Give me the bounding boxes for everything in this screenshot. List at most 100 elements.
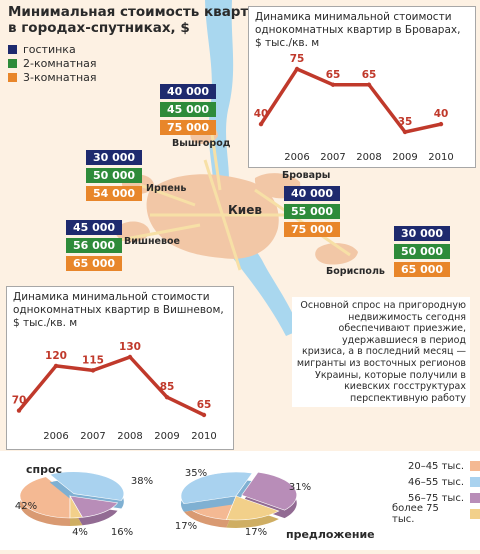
supply-pie-title: предложение bbox=[286, 528, 375, 541]
price-2room: 45 000 bbox=[160, 102, 216, 117]
legend-swatch bbox=[470, 493, 480, 503]
price-studio: 40 000 bbox=[160, 84, 216, 99]
x-tick-label: 2010 bbox=[191, 431, 216, 442]
data-label: 115 bbox=[82, 354, 104, 366]
price-range-legend: 20–45 тыс. 46–55 тыс. 56–75 тыс. более 7… bbox=[392, 458, 480, 525]
x-tick-label: 2009 bbox=[154, 431, 179, 442]
data-label: 130 bbox=[119, 341, 141, 353]
series-line bbox=[17, 355, 205, 417]
data-point bbox=[201, 412, 207, 418]
legend-swatch bbox=[470, 477, 480, 487]
data-label: 40 bbox=[434, 108, 449, 120]
x-tick-label: 2008 bbox=[117, 431, 142, 442]
legend-item: 20–45 тыс. bbox=[392, 458, 480, 474]
pie-charts: 42% 38% 16% 4% 17% 35% 31% 17% bbox=[15, 468, 311, 538]
legend-swatch bbox=[8, 44, 17, 54]
city-label-irpin: Ирпень bbox=[146, 183, 187, 194]
data-point bbox=[258, 121, 264, 127]
legend-item-3room: 3-комнатная bbox=[8, 70, 97, 84]
x-tick-label: 2009 bbox=[392, 152, 417, 163]
x-tick-label: 2010 bbox=[428, 152, 453, 163]
data-label: 65 bbox=[326, 69, 341, 81]
x-tick-label: 2006 bbox=[284, 152, 309, 163]
pie-slice bbox=[241, 471, 298, 511]
legend-item: 56–75 тыс. bbox=[392, 490, 480, 506]
apartment-type-legend: гостинка 2-комнатная 3-комнатная bbox=[8, 42, 97, 84]
data-label: 35 bbox=[398, 116, 413, 128]
vyshneve-chart-panel: 70 120 115 130 85 65 2006 2007 2008 2009 2010 Дина… bbox=[6, 286, 234, 450]
legend-swatch bbox=[470, 461, 480, 471]
data-point bbox=[294, 66, 300, 72]
price-3room: 65 000 bbox=[66, 256, 122, 271]
pie-slice bbox=[69, 494, 83, 519]
legend-label: 20–45 тыс. bbox=[407, 460, 464, 472]
data-point bbox=[127, 354, 133, 360]
price-3room: 65 000 bbox=[394, 262, 450, 277]
price-studio: 30 000 bbox=[394, 226, 450, 241]
price-box-boryspil: 30 000 50 000 65 000 bbox=[394, 226, 450, 280]
price-studio: 45 000 bbox=[66, 220, 122, 235]
city-label-vyshhorod: Вышгород bbox=[172, 138, 231, 149]
legend-label: 46–55 тыс. bbox=[407, 476, 464, 488]
city-label-boryspil: Борисполь bbox=[326, 266, 385, 277]
price-2room: 56 000 bbox=[66, 238, 122, 253]
price-studio: 40 000 bbox=[284, 186, 340, 201]
demand-note: Основной спрос на пригородную недвижимос… bbox=[292, 297, 470, 408]
pie-section: 42% 38% 16% 4% 17% 35% 31% 17% bbox=[0, 451, 480, 550]
demand-pie-title: спрос bbox=[26, 463, 63, 476]
pie-percent-label: 31% bbox=[289, 482, 311, 493]
x-tick-label: 2008 bbox=[356, 152, 381, 163]
legend-label: гостинка bbox=[23, 42, 76, 56]
price-2room: 50 000 bbox=[394, 244, 450, 259]
series-line bbox=[259, 67, 442, 134]
brovary-chart-panel: 40 75 65 65 35 40 2006 2007 2008 2009 2010 Динамик… bbox=[248, 6, 476, 168]
brovary-line-chart: 40 75 65 65 35 40 2006 2007 2008 2009 2010 bbox=[254, 53, 454, 163]
data-point bbox=[330, 82, 336, 87]
price-box-vyshneve: 45 000 56 000 65 000 bbox=[66, 220, 122, 274]
data-label: 65 bbox=[197, 399, 212, 411]
city-label-brovary: Бровары bbox=[282, 170, 331, 181]
price-studio: 30 000 bbox=[86, 150, 142, 165]
price-3room: 54 000 bbox=[86, 186, 142, 201]
brovary-chart-title: Динамика минимальной стоимости однокомна… bbox=[255, 11, 461, 49]
dnipro-river bbox=[205, 0, 300, 336]
price-box-irpin: 30 000 50 000 54 000 bbox=[86, 150, 142, 204]
pie-percent-label: 17% bbox=[245, 527, 267, 538]
page-title: Минимальная стоимость квартир в городах-… bbox=[8, 4, 268, 36]
pie-slice bbox=[226, 495, 280, 521]
legend-swatch bbox=[470, 509, 480, 519]
legend-item: более 75 тыс. bbox=[392, 503, 480, 525]
data-point bbox=[438, 121, 444, 127]
x-tick-label: 2006 bbox=[43, 431, 68, 442]
price-3room: 75 000 bbox=[160, 120, 216, 135]
legend-label: 3-комнатная bbox=[23, 70, 97, 84]
data-point bbox=[402, 129, 408, 135]
data-point bbox=[53, 363, 59, 369]
data-point bbox=[164, 394, 170, 400]
legend-item: 46–55 тыс. bbox=[392, 474, 480, 490]
pie-slice bbox=[69, 495, 119, 518]
x-tick-label: 2007 bbox=[320, 152, 345, 163]
pie-percent-label: 35% bbox=[185, 468, 207, 479]
pie-slice bbox=[180, 471, 253, 505]
vyshneve-line-chart: 70 120 115 130 85 65 2006 2007 2008 2009 2010 bbox=[12, 341, 217, 442]
pie-percent-label: 38% bbox=[131, 476, 153, 487]
kyiv-area bbox=[146, 174, 279, 259]
city-label-vyshneve: Вишневое bbox=[124, 236, 180, 247]
data-label: 120 bbox=[45, 350, 67, 362]
legend-item-studio: гостинка bbox=[8, 42, 97, 56]
data-point bbox=[16, 408, 22, 413]
legend-label: 56–75 тыс. bbox=[407, 492, 464, 504]
legend-item-2room: 2-комнатная bbox=[8, 56, 97, 70]
pie-percent-label: 16% bbox=[111, 527, 133, 538]
legend-swatch bbox=[8, 72, 17, 82]
vyshneve-chart-title: Динамика минимальной стоимости однокомна… bbox=[13, 291, 224, 329]
price-box-brovary: 40 000 55 000 75 000 bbox=[284, 186, 340, 240]
data-point bbox=[366, 82, 372, 87]
data-label: 75 bbox=[290, 53, 305, 65]
city-label-kyiv: Киев bbox=[228, 203, 262, 217]
legend-swatch bbox=[8, 58, 17, 68]
pie-percent-label: 42% bbox=[15, 501, 37, 512]
data-label: 85 bbox=[160, 381, 175, 393]
